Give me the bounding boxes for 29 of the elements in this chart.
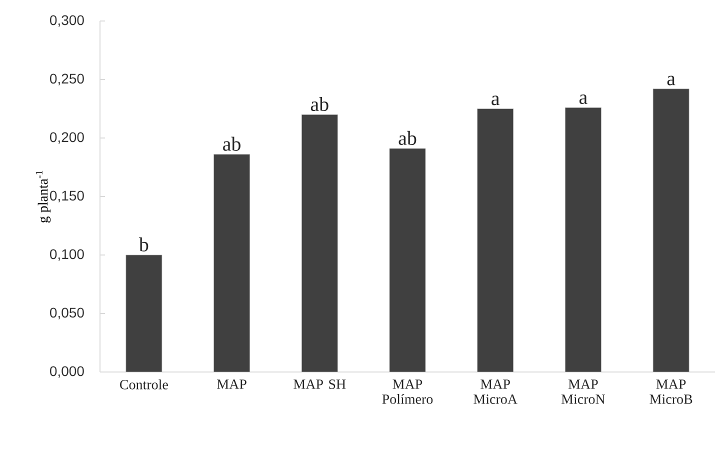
x-tick-label: MAP bbox=[217, 380, 246, 389]
bar bbox=[301, 114, 338, 372]
bar bbox=[565, 107, 602, 372]
x-tick-label: MAP SH bbox=[294, 380, 346, 389]
bar bbox=[126, 254, 162, 372]
x-tick-label: MAP MicroA bbox=[474, 380, 518, 404]
annotation: ab bbox=[398, 130, 416, 145]
x-tick-label: MAP MicroN bbox=[561, 380, 606, 404]
y-tick-label: 0,050 bbox=[50, 308, 84, 320]
annotation: a bbox=[492, 96, 500, 106]
annotation: ab bbox=[223, 136, 240, 151]
y-tick-label: 0,000 bbox=[50, 366, 84, 378]
annotation: a bbox=[579, 94, 588, 104]
annotation: b bbox=[138, 237, 148, 252]
x-tick-label: MAP MicroB bbox=[650, 380, 692, 404]
bar bbox=[214, 154, 250, 372]
y-tick-label: 0,150 bbox=[50, 190, 84, 202]
annotation: a bbox=[667, 76, 676, 86]
x-tick-label: MAP Polímero bbox=[382, 380, 433, 404]
y-tick-label: 0,300 bbox=[50, 15, 84, 27]
bar bbox=[652, 88, 690, 372]
y-tick-label: 0,100 bbox=[50, 249, 84, 261]
x-tick-label: Controle bbox=[120, 380, 168, 390]
y-axis-title: g planta$^{-1}$ bbox=[36, 170, 51, 223]
y-tick-label: 0,250 bbox=[50, 74, 84, 86]
bar bbox=[477, 108, 514, 372]
annotation: ab bbox=[310, 96, 328, 112]
bar bbox=[389, 148, 426, 372]
y-tick-label: 0,200 bbox=[50, 132, 84, 144]
